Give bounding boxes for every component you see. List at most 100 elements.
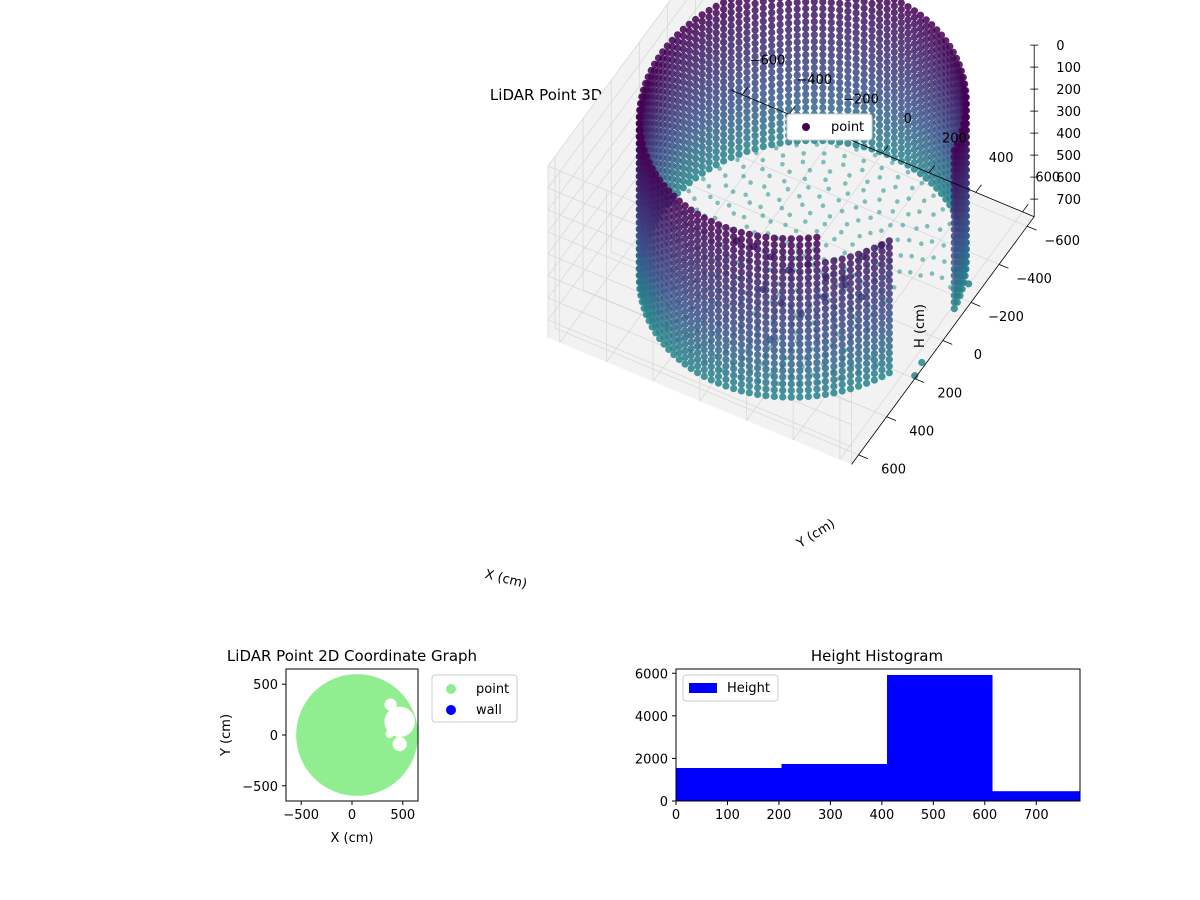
wall-point xyxy=(827,98,835,106)
wall-point xyxy=(675,243,683,251)
wall-point xyxy=(727,147,735,155)
floor-point xyxy=(937,227,943,232)
wall-point xyxy=(687,345,695,353)
floor-point xyxy=(743,192,748,198)
legend-marker-point xyxy=(802,123,810,131)
wall-point xyxy=(730,378,738,386)
chart-histogram: Height Histogram 0 100 200 300 400 500 600 7000… xyxy=(635,647,1081,823)
floor-point xyxy=(842,250,847,256)
wall-point xyxy=(675,256,683,265)
wall-point xyxy=(904,16,912,24)
wall-point xyxy=(855,310,863,318)
wall-point xyxy=(846,292,855,300)
wall-point xyxy=(692,161,700,169)
wall-point xyxy=(796,268,804,276)
wall-point xyxy=(846,339,855,347)
wall-point xyxy=(928,139,936,148)
wall-point xyxy=(883,32,891,40)
wall-point xyxy=(694,223,702,231)
wall-point xyxy=(787,307,795,315)
wall-point xyxy=(897,71,905,80)
wall-point xyxy=(698,149,706,157)
floor-point xyxy=(929,239,935,244)
wall-point xyxy=(712,68,720,76)
wall-point xyxy=(694,349,702,357)
wall-point xyxy=(679,131,687,139)
wall-point xyxy=(813,359,821,367)
wall-point xyxy=(876,55,884,63)
wall-point xyxy=(762,306,770,314)
wall-point xyxy=(830,310,838,318)
wall-point xyxy=(730,253,738,261)
wall-point xyxy=(681,228,689,236)
wall-point xyxy=(855,323,863,331)
wall-point xyxy=(885,362,893,370)
wall-point xyxy=(685,33,693,42)
wall-point xyxy=(679,58,687,66)
wall-point xyxy=(705,13,713,21)
cloud-gap xyxy=(384,698,397,711)
wall-point xyxy=(830,303,838,311)
wall-point xyxy=(878,340,886,348)
wall-point xyxy=(687,279,695,287)
wall-point xyxy=(687,272,695,280)
wall-point xyxy=(819,0,827,6)
wall-point xyxy=(681,353,689,362)
wall-point xyxy=(885,270,893,278)
wall-point xyxy=(813,266,821,274)
wall-point xyxy=(707,290,715,298)
wall-point xyxy=(846,286,855,294)
wall-point xyxy=(846,365,855,373)
wall-point xyxy=(679,85,687,93)
wall-point xyxy=(910,112,919,120)
wall-point xyxy=(745,296,754,304)
wall-point xyxy=(793,71,801,79)
cloud-gap xyxy=(384,706,415,738)
wall-point xyxy=(759,0,767,5)
wall-point xyxy=(870,323,879,331)
wall-point xyxy=(640,192,648,200)
wall-point xyxy=(878,247,886,255)
wall-point xyxy=(648,323,656,331)
wall-point xyxy=(904,82,912,90)
wall-point xyxy=(730,352,738,360)
wall-point xyxy=(852,48,860,57)
wall-point xyxy=(819,71,827,79)
wall-point xyxy=(727,74,735,82)
wall-point xyxy=(852,62,860,70)
wall-point xyxy=(827,84,835,92)
floor-point xyxy=(807,168,813,173)
wall-point xyxy=(692,15,700,24)
wall-point xyxy=(810,44,818,52)
wall-point xyxy=(885,237,893,245)
wall-point xyxy=(730,272,738,280)
floor-point xyxy=(895,199,900,204)
wall-point xyxy=(863,353,871,361)
wall-point xyxy=(722,283,730,291)
wall-point xyxy=(685,126,693,134)
chart-2d-title: LiDAR Point 2D Coordinate Graph xyxy=(227,647,477,665)
floor-point xyxy=(730,189,736,194)
wall-point xyxy=(813,385,821,393)
wall-point xyxy=(692,101,700,109)
wall-point xyxy=(883,45,891,53)
wall-point xyxy=(770,254,778,262)
floor-point xyxy=(939,275,945,281)
floor-point xyxy=(931,193,936,198)
wall-point xyxy=(916,11,925,19)
wall-point xyxy=(796,347,804,355)
wall-point xyxy=(852,101,860,109)
wall-point xyxy=(692,154,700,162)
wall-point xyxy=(910,119,919,127)
wall-point xyxy=(804,280,813,288)
wall-point xyxy=(770,307,778,315)
wall-point xyxy=(890,15,898,23)
wall-point xyxy=(819,97,827,105)
wall-point xyxy=(720,157,728,165)
wall-point xyxy=(904,108,912,116)
floor-point xyxy=(806,185,811,190)
wall-point xyxy=(878,346,886,354)
wall-point xyxy=(687,331,695,340)
wall-point xyxy=(804,353,813,361)
